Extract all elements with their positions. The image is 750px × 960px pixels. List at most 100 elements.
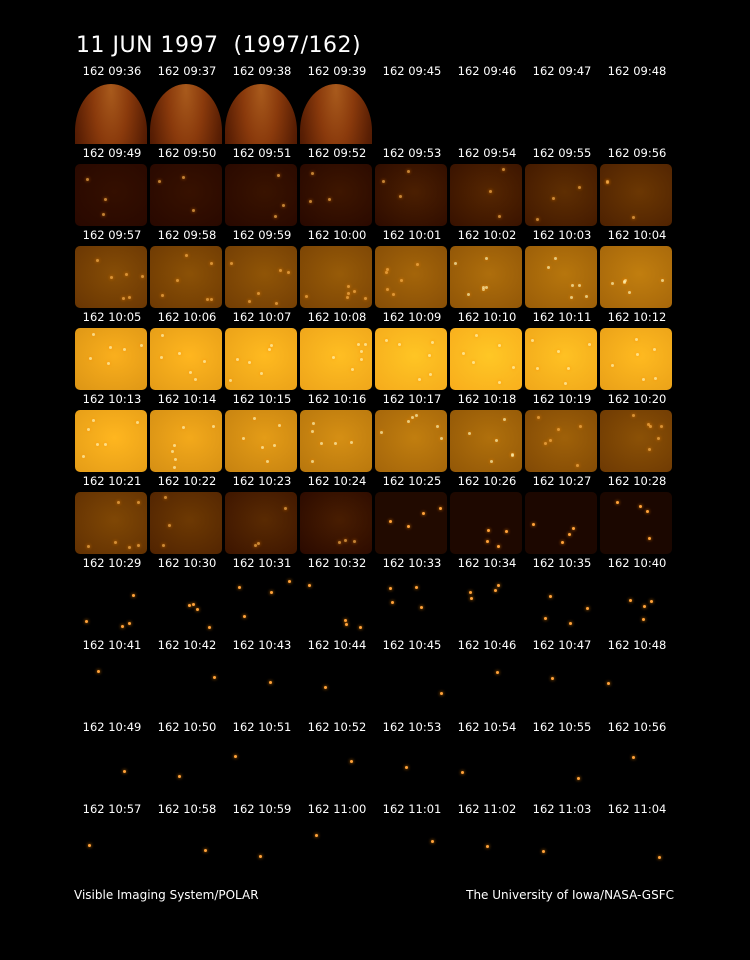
star-point [498,381,501,384]
airglow-field [75,492,147,554]
frame-cell: 162 10:42 [150,638,222,718]
airglow-field [75,164,147,226]
star-point [162,544,165,547]
star-point [312,422,315,425]
star-point [578,186,581,189]
star-point [658,856,661,859]
frame-cell: 162 10:14 [150,392,222,472]
star-point [178,775,181,778]
star-point [386,288,389,291]
frame-image [375,820,447,882]
institution-credit: The University of Iowa/NASA-GSFC [466,888,674,902]
star-point [385,271,388,274]
frame-cell: 162 09:51 [225,146,297,226]
frame-image [450,82,522,144]
star-point [632,216,635,219]
frame-cell: 162 10:34 [450,556,522,636]
star-point [416,263,419,266]
star-point [164,496,167,499]
frame-cell: 162 10:47 [525,638,597,718]
frame-image [450,164,522,226]
star-point [418,378,421,381]
frame-cell: 162 11:01 [375,802,447,882]
frame-image [300,656,372,718]
frame-timestamp: 162 10:07 [232,310,292,324]
frame-timestamp: 162 09:36 [82,64,142,78]
frame-image [225,246,297,308]
frame-timestamp: 162 10:23 [232,474,292,488]
frame-image [600,82,672,144]
frame-cell: 162 10:08 [300,310,372,390]
frame-timestamp: 162 10:55 [532,720,592,734]
frame-cell: 162 10:13 [75,392,147,472]
star-point [189,371,192,374]
star-point [158,180,161,183]
star-point [400,279,403,282]
star-point [274,215,277,218]
frame-image [75,656,147,718]
star-point [161,294,164,297]
frame-image [600,410,672,472]
star-point [503,418,506,421]
star-point [269,681,272,684]
airglow-field [75,328,147,390]
frame-cell: 162 09:36 [75,64,147,144]
star-point [616,501,619,504]
star-point [275,302,278,305]
frame-image [225,738,297,800]
airglow-field [150,164,222,226]
star-point [482,288,485,291]
star-point [345,623,348,626]
star-point [102,213,105,216]
frame-image [75,738,147,800]
frame-cell: 162 10:56 [600,720,672,800]
star-point [428,354,431,357]
frame-cell: 162 10:54 [450,720,522,800]
airglow-field [75,410,147,472]
frame-image [375,246,447,308]
star-point [557,350,560,353]
frame-image [300,328,372,390]
star-point [440,692,443,695]
frame-image [450,492,522,554]
star-point [351,368,354,371]
frame-timestamp: 162 10:13 [82,392,142,406]
frame-image [75,82,147,144]
frame-image [75,492,147,554]
star-point [407,420,410,423]
star-point [487,529,490,532]
star-point [498,344,501,347]
star-point [357,343,360,346]
frame-image [450,738,522,800]
frame-timestamp: 162 09:58 [157,228,217,242]
star-point [182,176,185,179]
frame-cell: 162 10:29 [75,556,147,636]
star-point [544,442,547,445]
earth-limb [150,84,222,144]
frame-image [225,410,297,472]
frame-image [300,738,372,800]
frame-timestamp: 162 10:49 [82,720,142,734]
airglow-field [150,492,222,554]
instrument-credit: Visible Imaging System/POLAR [74,888,259,902]
star-point [192,603,195,606]
frame-cell: 162 10:03 [525,228,597,308]
star-point [123,348,126,351]
frame-cell: 162 09:55 [525,146,597,226]
frame-timestamp: 162 09:37 [157,64,217,78]
frame-cell: 162 10:55 [525,720,597,800]
star-point [636,353,639,356]
star-point [288,580,291,583]
frame-timestamp: 162 10:08 [307,310,367,324]
frame-timestamp: 162 10:44 [307,638,367,652]
star-point [380,431,383,434]
star-point [389,587,392,590]
frame-timestamp: 162 10:29 [82,556,142,570]
frame-timestamp: 162 09:51 [232,146,292,160]
star-point [549,595,552,598]
star-point [629,599,632,602]
frame-timestamp: 162 10:01 [382,228,442,242]
star-point [254,544,257,547]
airglow-field [525,164,597,226]
airglow-field [300,246,372,308]
